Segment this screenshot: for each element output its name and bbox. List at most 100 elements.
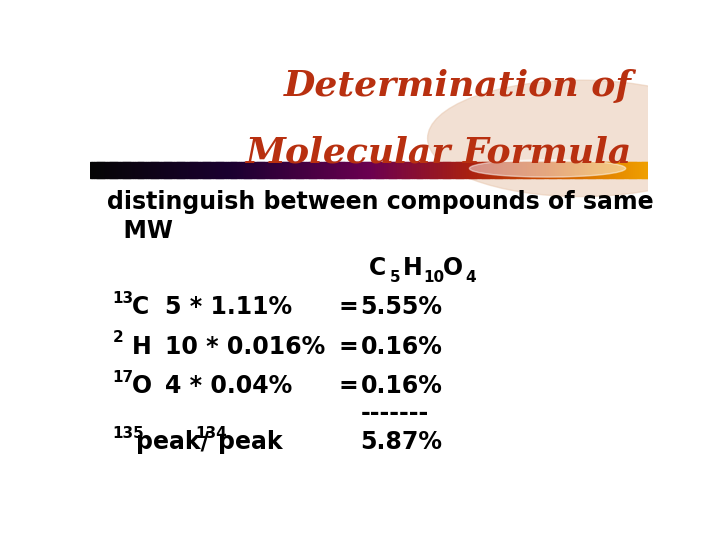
Bar (246, 162, 248, 178)
Bar (202, 162, 204, 178)
Bar (155, 162, 158, 178)
Text: H: H (402, 256, 422, 280)
Bar (369, 162, 372, 178)
Bar (240, 162, 243, 178)
Bar (294, 162, 297, 178)
Bar (553, 162, 556, 178)
Bar (384, 162, 387, 178)
Bar (641, 162, 643, 178)
Bar (131, 162, 133, 178)
Text: distinguish between compounds of same
  MW: distinguish between compounds of same MW (107, 190, 653, 243)
Bar (328, 162, 330, 178)
Text: 13: 13 (112, 291, 133, 306)
Bar (402, 162, 405, 178)
Bar (107, 162, 109, 178)
Bar (611, 162, 613, 178)
Bar (266, 162, 269, 178)
Bar (622, 162, 624, 178)
Bar (297, 162, 299, 178)
Bar (263, 162, 266, 178)
Text: 5.55%: 5.55% (361, 295, 443, 319)
Bar (345, 162, 347, 178)
Bar (508, 162, 511, 178)
Bar (278, 162, 280, 178)
Bar (365, 162, 368, 178)
Bar (646, 162, 649, 178)
Bar (477, 162, 480, 178)
Bar (97, 162, 100, 178)
Bar (120, 162, 122, 178)
Bar (163, 162, 165, 178)
Text: peak/: peak/ (136, 430, 209, 455)
Bar (425, 162, 427, 178)
Bar (172, 162, 174, 178)
Bar (276, 162, 279, 178)
Bar (408, 162, 410, 178)
Bar (521, 162, 524, 178)
Bar (399, 162, 401, 178)
Bar (153, 162, 156, 178)
Bar (549, 162, 552, 178)
Bar (194, 162, 197, 178)
Bar (566, 162, 569, 178)
Bar (358, 162, 360, 178)
Bar (243, 162, 245, 178)
Bar (503, 162, 505, 178)
Bar (280, 162, 282, 178)
Bar (361, 162, 364, 178)
Bar (593, 162, 595, 178)
Bar (179, 162, 181, 178)
Bar (109, 162, 111, 178)
Bar (546, 162, 548, 178)
Bar (116, 162, 119, 178)
Bar (94, 162, 96, 178)
Bar (304, 162, 306, 178)
Bar (579, 162, 582, 178)
Text: 0.16%: 0.16% (361, 335, 443, 359)
Bar (103, 162, 105, 178)
Bar (207, 162, 210, 178)
Bar (248, 162, 251, 178)
Bar (213, 162, 215, 178)
Bar (138, 162, 141, 178)
Ellipse shape (428, 80, 720, 197)
Bar (142, 162, 145, 178)
Bar (190, 162, 193, 178)
Bar (570, 162, 572, 178)
Bar (310, 162, 312, 178)
Bar (555, 162, 557, 178)
Bar (485, 162, 487, 178)
Bar (250, 162, 253, 178)
Bar (380, 162, 382, 178)
Bar (271, 162, 273, 178)
Bar (514, 162, 516, 178)
Bar (481, 162, 483, 178)
Bar (374, 162, 377, 178)
Bar (413, 162, 416, 178)
Bar (315, 162, 318, 178)
Bar (198, 162, 200, 178)
Bar (192, 162, 194, 178)
Bar (598, 162, 600, 178)
Bar (618, 162, 621, 178)
Bar (423, 162, 426, 178)
Bar (205, 162, 208, 178)
Bar (125, 162, 127, 178)
Bar (112, 162, 114, 178)
Bar (306, 162, 308, 178)
Bar (351, 162, 353, 178)
Bar (183, 162, 186, 178)
Bar (256, 162, 258, 178)
Bar (137, 162, 139, 178)
Bar (392, 162, 394, 178)
Bar (382, 162, 384, 178)
Bar (473, 162, 476, 178)
Bar (564, 162, 567, 178)
Bar (336, 162, 338, 178)
Bar (386, 162, 388, 178)
Bar (272, 162, 275, 178)
Bar (285, 162, 288, 178)
Bar (587, 162, 589, 178)
Bar (354, 162, 356, 178)
Bar (332, 162, 334, 178)
